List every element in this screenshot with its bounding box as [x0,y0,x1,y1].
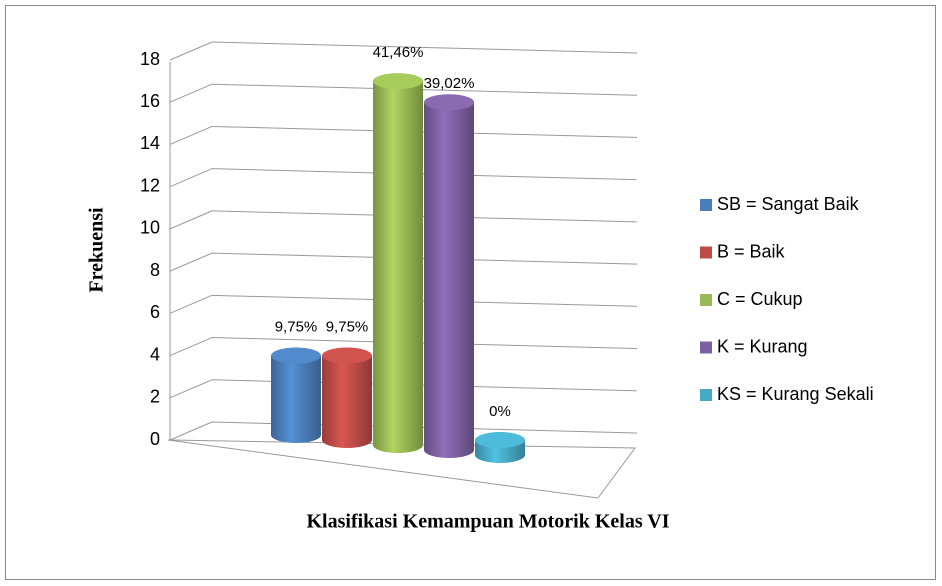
y-axis-title: Frekuensi [86,207,108,293]
grid-line [211,41,638,54]
cylinder-top [322,347,372,364]
legend-label: C = Cukup [717,289,803,309]
legend-swatch [700,246,712,259]
grid-line [169,41,213,61]
cylinder [373,81,423,453]
cylinder [271,355,321,443]
legend-swatch [700,389,712,401]
y-tick-label: 2 [150,387,160,407]
cylinder [322,355,372,448]
grid-line [169,421,213,441]
cylinder-top [475,432,525,448]
y-tick-label: 8 [150,260,160,280]
cylinder-top [271,347,321,364]
legend-swatch [700,341,712,354]
legend-label: K = Kurang [717,336,808,356]
grid-line [169,125,213,145]
legend-label: KS = Kurang Sekali [717,384,874,404]
legend-label: SB = Sangat Baik [717,194,860,214]
y-tick-label: 4 [150,344,160,364]
legend-label: B = Baik [717,241,786,261]
y-tick-label: 0 [150,429,160,449]
y-tick-label: 14 [140,133,160,153]
cylinder [424,102,474,458]
legend-swatch [700,199,712,211]
y-tick-label: 12 [140,175,160,195]
value-label: 9,75% [326,319,369,336]
y-tick-label: 18 [140,49,160,69]
grid-line [169,252,213,272]
x-axis-title: Klasifikasi Kemampuan Motorik Kelas VI [307,511,670,533]
grid-line [169,379,213,399]
value-label: 41,46% [373,44,424,61]
grid-line [169,83,213,103]
y-tick-label: 16 [140,91,160,111]
cylinder-top [373,73,423,90]
grid-line [169,168,213,188]
y-tick-label: 6 [150,302,160,322]
grid-line [169,294,213,314]
grid-line [169,337,213,357]
value-label: 9,75% [275,319,318,336]
value-label: 0% [489,403,511,420]
value-label: 39,02% [424,75,475,92]
legend-swatch [700,294,712,306]
y-tick-label: 10 [140,218,160,238]
grid-line [211,83,638,96]
grid-line [169,210,213,230]
cylinder-top [424,94,474,111]
